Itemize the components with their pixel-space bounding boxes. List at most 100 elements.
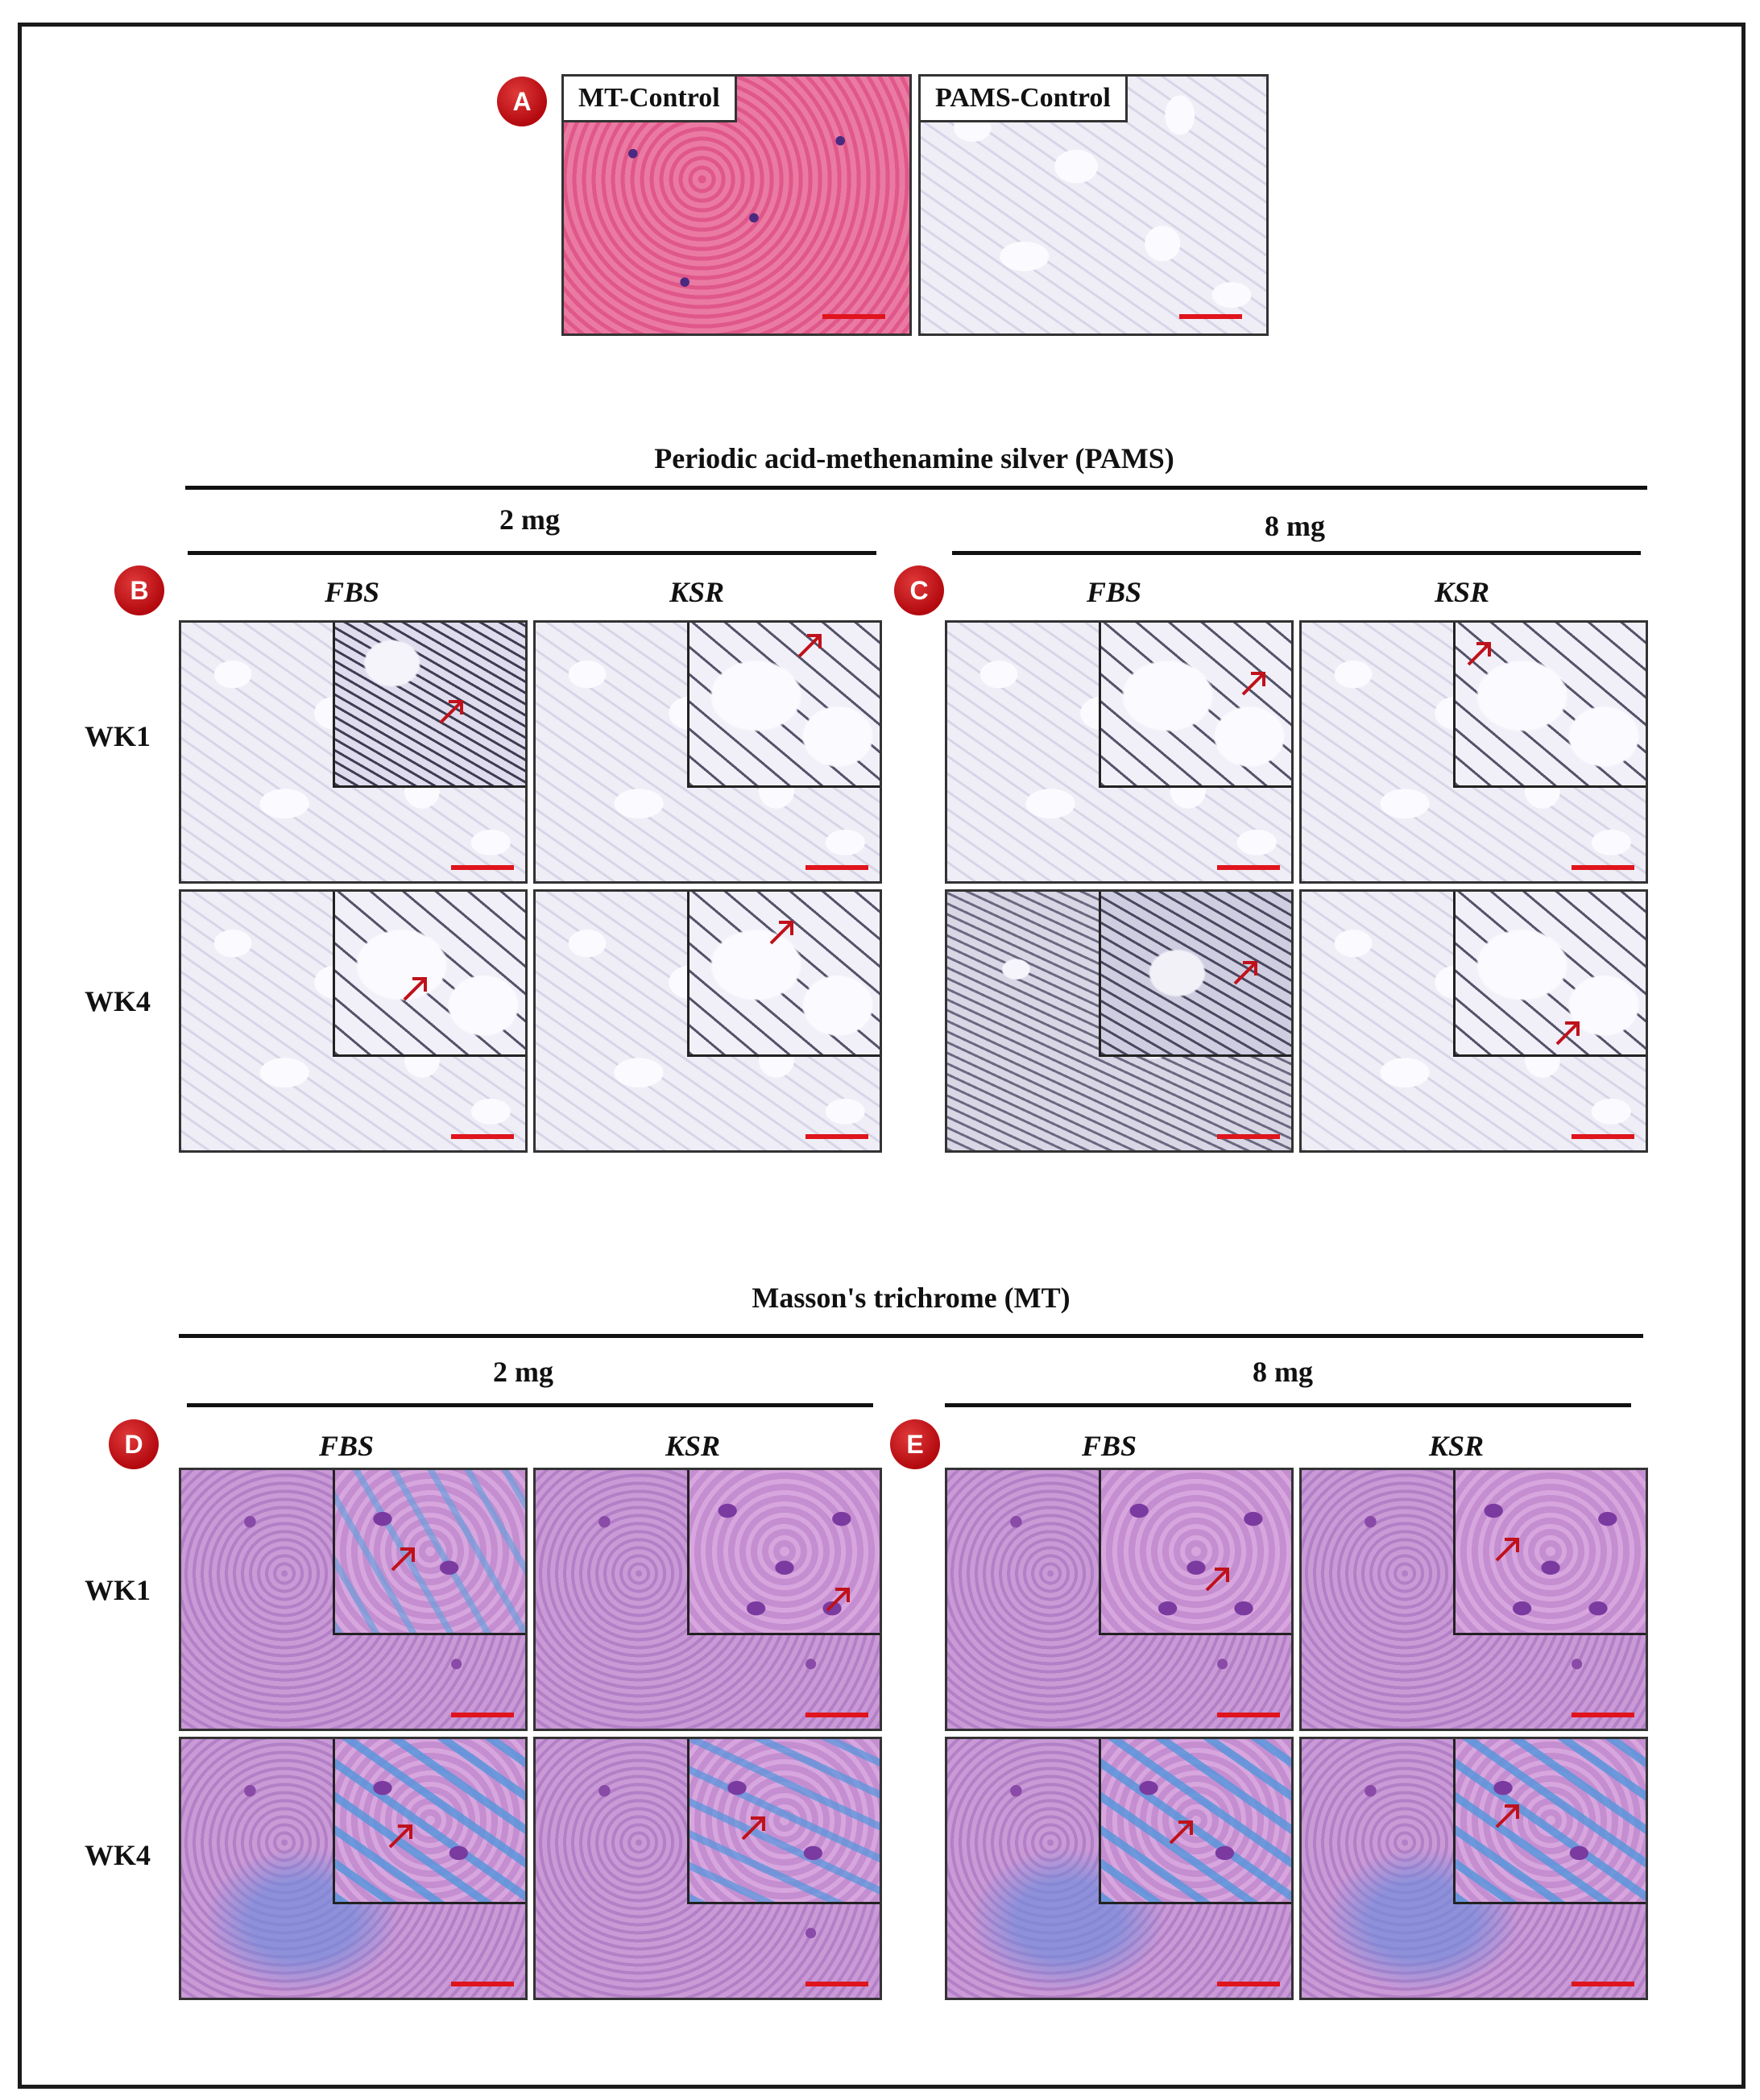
panel-letter-d: D — [124, 1429, 143, 1459]
mt-dose-2mg: 2 mg — [493, 1356, 553, 1388]
zoom-inset — [1452, 1739, 1646, 1905]
column-label-ksr: KSR — [1434, 576, 1490, 608]
row-label-wk4: WK4 — [85, 1839, 151, 1871]
zoom-inset — [332, 892, 525, 1058]
panel-letter-c: C — [909, 575, 929, 605]
panel-badge-d: D — [109, 1419, 159, 1469]
zoom-inset — [686, 892, 880, 1058]
scale-bar — [451, 865, 514, 870]
mt-dose-8mg: 8 mg — [1253, 1356, 1313, 1388]
arrow-icon — [388, 1825, 412, 1849]
arrow-icon — [1241, 672, 1265, 696]
arrow-icon — [1233, 961, 1257, 985]
mt-control-label: MT-Control — [564, 77, 737, 122]
pams-control-label: PAMS-Control — [921, 77, 1128, 122]
column-label-fbs: FBS — [324, 576, 380, 608]
mt-8mg-rule — [945, 1403, 1631, 1407]
arrow-icon — [1205, 1568, 1229, 1592]
mt-8mg-ksr-wk4 — [1299, 1737, 1648, 2000]
scale-bar — [451, 1713, 514, 1717]
arrow-icon — [391, 1547, 415, 1572]
column-label-fbs: FBS — [318, 1430, 375, 1462]
pams-8mg-rule — [952, 551, 1641, 555]
pams-8mg-fbs-wk4 — [945, 889, 1294, 1153]
pams-2mg-ksr-wk4 — [533, 889, 882, 1153]
scale-bar — [451, 1134, 514, 1139]
zoom-inset — [1098, 892, 1291, 1058]
pams-8mg-ksr-wk1 — [1299, 620, 1648, 884]
arrow-icon — [439, 700, 463, 724]
pams-2mg-fbs-wk4 — [179, 889, 528, 1153]
scale-bar — [1179, 314, 1242, 319]
arrow-icon — [741, 1816, 765, 1841]
pams-2mg-ksr-wk1 — [533, 620, 882, 884]
arrow-icon — [1495, 1538, 1519, 1562]
column-label-ksr: KSR — [665, 1430, 721, 1462]
panel-badge-b: B — [114, 565, 164, 615]
pams-title-rule — [185, 486, 1647, 490]
zoom-inset — [686, 623, 880, 789]
arrow-icon — [769, 921, 793, 945]
scale-bar — [1217, 1713, 1280, 1717]
pams-control-image: PAMS-Control — [918, 74, 1269, 336]
scale-bar — [1572, 1134, 1634, 1139]
zoom-inset — [1098, 623, 1291, 789]
arrow-icon — [1555, 1021, 1580, 1046]
scale-bar — [1572, 1982, 1634, 1986]
arrow-icon — [1495, 1804, 1519, 1829]
scale-bar — [1217, 1982, 1280, 1986]
zoom-inset — [1098, 1470, 1291, 1636]
mt-8mg-fbs-wk4 — [945, 1737, 1294, 2000]
arrow-icon — [797, 634, 822, 658]
pams-8mg-fbs-wk1 — [945, 620, 1294, 884]
mt-8mg-fbs-wk1 — [945, 1468, 1294, 1731]
zoom-inset — [332, 623, 525, 789]
panel-badge-a: A — [497, 77, 547, 126]
zoom-inset — [1452, 623, 1646, 789]
arrow-icon — [1467, 642, 1491, 666]
zoom-inset — [686, 1470, 880, 1636]
pams-2mg-rule — [188, 551, 876, 555]
zoom-inset — [1452, 892, 1646, 1058]
scale-bar — [822, 314, 885, 319]
pams-dose-8mg: 8 mg — [1265, 510, 1325, 542]
row-label-wk1: WK1 — [85, 1574, 151, 1606]
panel-badge-c: C — [894, 565, 944, 615]
mt-8mg-ksr-wk1 — [1299, 1468, 1648, 1731]
pams-8mg-ksr-wk4 — [1299, 889, 1648, 1153]
pams-dose-2mg: 2 mg — [499, 503, 560, 536]
mt-section-title: Masson's trichrome (MT) — [752, 1282, 1070, 1314]
row-label-wk1: WK1 — [85, 720, 151, 752]
zoom-inset — [332, 1470, 525, 1636]
zoom-inset — [686, 1739, 880, 1905]
scale-bar — [805, 865, 868, 870]
figure-frame — [18, 23, 1746, 2089]
arrow-icon — [403, 977, 427, 1001]
column-label-fbs: FBS — [1086, 576, 1142, 608]
mt-2mg-ksr-wk4 — [533, 1737, 882, 2000]
panel-letter-b: B — [130, 575, 149, 605]
scale-bar — [805, 1713, 868, 1717]
zoom-inset — [1098, 1739, 1291, 1905]
column-label-ksr: KSR — [1428, 1430, 1485, 1462]
mt-title-rule — [179, 1334, 1643, 1338]
scale-bar — [805, 1982, 868, 1986]
mt-control-image: MT-Control — [561, 74, 912, 336]
pams-section-title: Periodic acid-methenamine silver (PAMS) — [654, 442, 1174, 474]
arrow-icon — [1169, 1820, 1193, 1845]
column-label-ksr: KSR — [669, 576, 725, 608]
mt-2mg-ksr-wk1 — [533, 1468, 882, 1731]
scale-bar — [1572, 1713, 1634, 1717]
pams-2mg-fbs-wk1 — [179, 620, 528, 884]
zoom-inset — [332, 1739, 525, 1905]
scale-bar — [1217, 1134, 1280, 1139]
scale-bar — [1217, 865, 1280, 870]
scale-bar — [1572, 865, 1634, 870]
mt-2mg-fbs-wk1 — [179, 1468, 528, 1731]
arrow-icon — [826, 1588, 850, 1612]
scale-bar — [805, 1134, 868, 1139]
mt-2mg-fbs-wk4 — [179, 1737, 528, 2000]
row-label-wk4: WK4 — [85, 985, 151, 1017]
panel-badge-e: E — [890, 1419, 940, 1469]
mt-2mg-rule — [187, 1403, 873, 1407]
